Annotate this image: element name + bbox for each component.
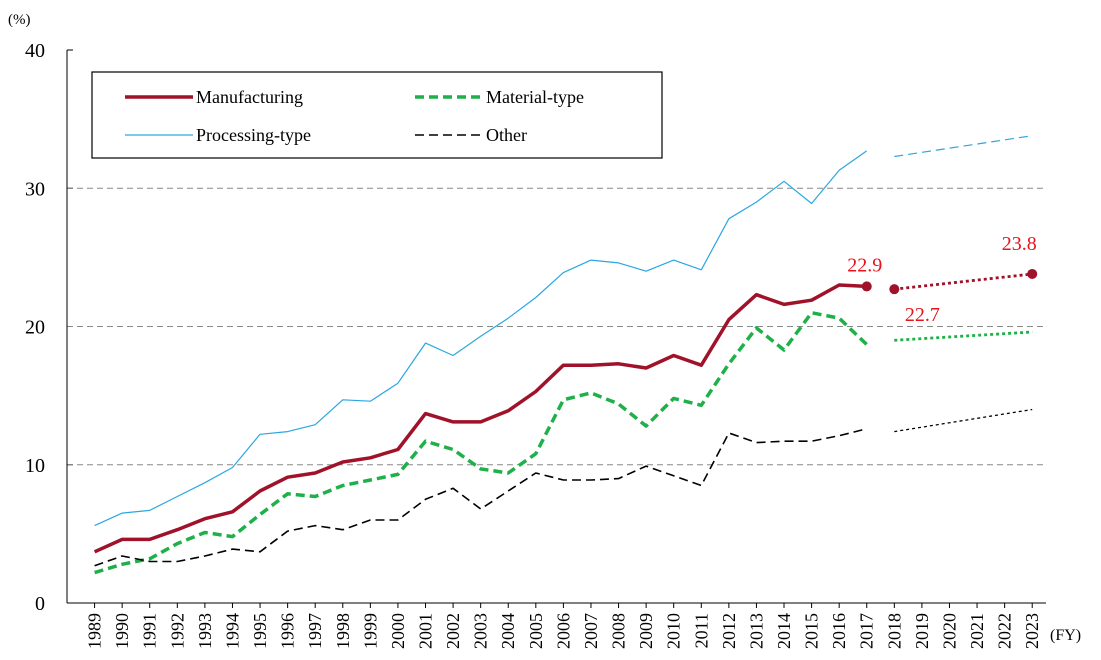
y-unit: (%) — [8, 12, 31, 28]
legend-label: Other — [486, 125, 527, 145]
series-line — [94, 428, 867, 567]
projection-line — [894, 408, 1033, 433]
x-tick-label: 2011 — [691, 613, 711, 648]
x-tick-label: 2007 — [581, 613, 601, 649]
x-tick-label: 2019 — [912, 613, 932, 649]
x-tick-label: 1989 — [85, 613, 105, 649]
y-tick-label: 30 — [25, 178, 45, 200]
point-marker — [861, 281, 872, 292]
x-unit: (FY) — [1050, 627, 1081, 644]
series-line — [93, 283, 867, 554]
x-tick-label: 2023 — [1022, 613, 1042, 649]
x-tick-label: 2006 — [553, 613, 573, 649]
series-line — [94, 310, 868, 575]
projection-line — [894, 330, 1033, 342]
data-label: 23.8 — [1002, 233, 1037, 255]
x-tick-label: 2009 — [636, 613, 656, 649]
x-tick-label: 2002 — [443, 613, 463, 649]
data-label: 22.7 — [905, 304, 940, 326]
x-tick-label: 2020 — [939, 613, 959, 649]
legend-label: Processing-type — [196, 125, 311, 145]
x-tick-label: 2000 — [388, 613, 408, 649]
legend-label: Material-type — [486, 87, 584, 107]
x-tick-label: 1998 — [333, 613, 353, 649]
x-tick-label: 1993 — [195, 613, 215, 649]
y-tick-label: 0 — [35, 593, 45, 615]
x-tick-label: 1999 — [360, 613, 380, 649]
x-tick-label: 2013 — [746, 613, 766, 649]
x-tick-label: 2001 — [416, 613, 436, 649]
x-tick-label: 1994 — [222, 613, 242, 649]
x-tick-label: 2005 — [526, 613, 546, 649]
y-tick-label: 10 — [25, 455, 45, 477]
x-tick-label: 1991 — [140, 613, 160, 649]
x-tick-label: 1995 — [250, 613, 270, 649]
x-tick-label: 2016 — [829, 613, 849, 649]
x-tick-label: 2022 — [995, 613, 1015, 649]
x-tick-label: 2004 — [498, 613, 518, 649]
x-tick-label: 1990 — [112, 613, 132, 649]
point-marker — [1027, 268, 1038, 279]
series-line — [94, 150, 868, 527]
x-tick-label: 2017 — [857, 613, 877, 649]
x-tick-label: 2021 — [967, 613, 987, 649]
legend-label: Manufacturing — [196, 87, 303, 107]
y-tick-label: 40 — [25, 40, 45, 62]
x-tick-label: 2003 — [471, 613, 491, 649]
y-tick-label: 20 — [25, 317, 45, 339]
x-tick-label: 2018 — [884, 613, 904, 649]
x-tick-label: 2015 — [802, 613, 822, 649]
x-tick-label: 2012 — [719, 613, 739, 649]
projection-line — [894, 135, 1033, 158]
point-marker — [889, 284, 900, 295]
data-label: 22.9 — [847, 254, 882, 276]
x-tick-label: 2010 — [664, 613, 684, 649]
x-tick-label: 2014 — [774, 613, 794, 649]
x-tick-label: 1992 — [167, 613, 187, 649]
x-tick-label: 1997 — [305, 613, 325, 649]
projection-line — [894, 272, 1033, 291]
legend: Manufacturing Material-type Processing-typ… — [91, 71, 663, 159]
x-tick-label: 1996 — [278, 613, 298, 649]
x-tick-label: 2008 — [609, 613, 629, 649]
legend-box — [91, 71, 663, 159]
